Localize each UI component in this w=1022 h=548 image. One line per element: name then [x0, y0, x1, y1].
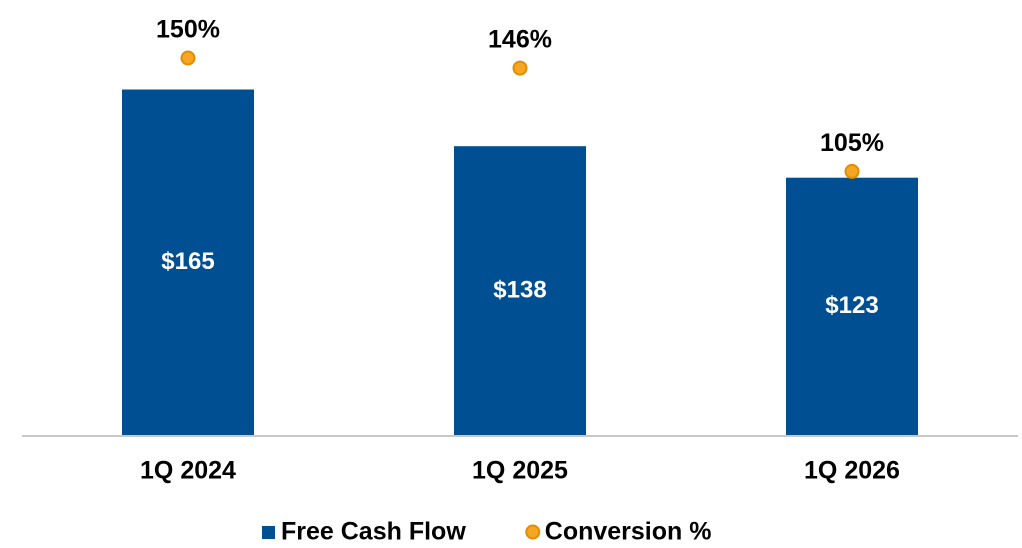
conversion-dot: [512, 60, 528, 76]
legend-label: Conversion %: [545, 518, 712, 546]
x-tick-label: 1Q 2026: [804, 457, 900, 485]
bar-value-label: $123: [825, 292, 878, 319]
conversion-dot: [180, 50, 196, 66]
bar: [786, 177, 918, 436]
legend-swatch: [262, 526, 275, 539]
bar: [454, 146, 586, 436]
conversion-dot: [844, 163, 860, 179]
legend-label: Free Cash Flow: [281, 518, 466, 546]
legend-swatch: [525, 524, 541, 540]
bar: [122, 89, 254, 436]
x-tick-label: 1Q 2025: [472, 457, 568, 485]
bar-value-label: $165: [161, 248, 214, 275]
dot-value-label: 150%: [156, 16, 220, 44]
x-tick-label: 1Q 2024: [140, 457, 236, 485]
dot-value-label: 146%: [488, 26, 552, 54]
dot-value-label: 105%: [820, 129, 884, 157]
bar-value-label: $138: [493, 276, 546, 303]
